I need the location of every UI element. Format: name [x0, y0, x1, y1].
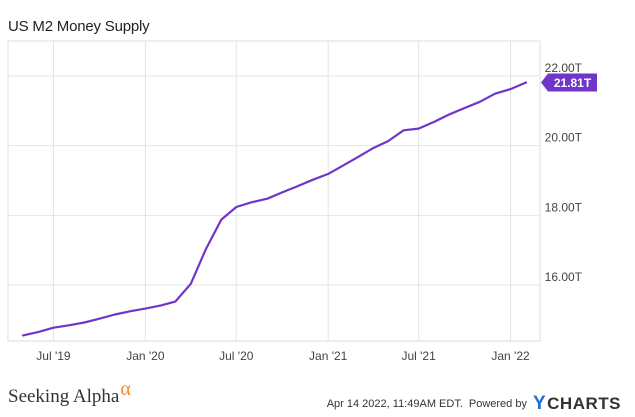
ycharts-logo-text: CHARTS	[547, 394, 621, 413]
x-tick-label: Jul '20	[219, 349, 254, 363]
x-gridlines	[52, 41, 512, 341]
y-tick-label: 16.00T	[545, 270, 583, 284]
last-value-badge-shape	[541, 73, 597, 92]
x-tick-label: Jul '21	[401, 349, 436, 363]
source-brand: Seeking Alphaα	[8, 378, 131, 408]
y-tick-label: 20.00T	[545, 131, 583, 145]
x-tick-labels: Jul '19 Jan '20 Jul '20 Jan '21 Jul '21 Jan '…	[36, 349, 530, 363]
last-value-badge: 21.81T	[541, 73, 597, 92]
last-value-label: 21.81T	[554, 76, 592, 90]
series-line	[21, 81, 528, 337]
plot-area	[7, 40, 541, 342]
x-tick-label: Jan '20	[126, 349, 165, 363]
y-tick-label: 22.00T	[545, 61, 583, 75]
y-gridlines	[8, 75, 540, 286]
ycharts-y-icon: Y	[532, 393, 547, 414]
x-tick-label: Jan '22	[491, 349, 530, 363]
chart-footer: Apr 14 2022, 11:49AM EDT. Powered by Y CH…	[327, 393, 621, 415]
ycharts-logo[interactable]: Y CHARTS	[533, 393, 621, 415]
y-tick-labels: 16.00T 18.00T 20.00T 22.00T	[545, 61, 583, 284]
timestamp: Apr 14 2022, 11:49AM EDT.	[326, 398, 463, 410]
x-tick-label: Jan '21	[309, 349, 348, 363]
powered-by-label: Powered by	[468, 398, 527, 410]
x-tick-label: Jul '19	[36, 349, 71, 363]
alpha-icon: α	[120, 378, 131, 400]
y-tick-label: 18.00T	[545, 200, 583, 214]
chart-title: US M2 Money Supply	[8, 18, 150, 35]
source-brand-name: Seeking Alpha	[8, 386, 120, 407]
